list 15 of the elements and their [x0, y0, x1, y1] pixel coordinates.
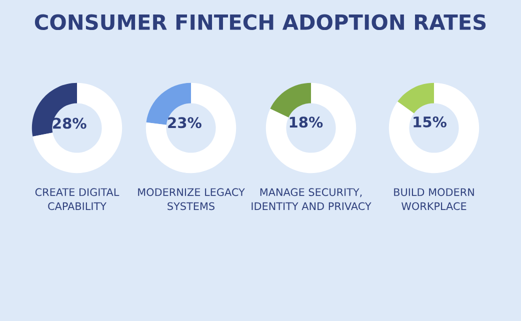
donut-slice	[398, 82, 434, 114]
text: MODERNIZE LEGACY SYSTEMS	[138, 188, 245, 210]
donut-slice	[266, 82, 356, 174]
text: CREATE DIGITAL CAPABILITY	[35, 188, 120, 210]
data-label: 28%	[53, 118, 86, 129]
text: BUILD MODERN WORKPLACE	[394, 188, 474, 210]
text: MANAGE SECURITY, IDENTITY AND PRIVACY	[252, 188, 372, 210]
text: CONSUMER FINTECH ADOPTION RATES	[34, 14, 486, 30]
data-label: 23%	[168, 117, 202, 128]
donut-slice	[32, 82, 122, 174]
donut-slice	[388, 82, 480, 174]
donut-slice	[270, 82, 311, 118]
data-label: 15%	[414, 116, 446, 128]
data-label: 18%	[290, 116, 323, 128]
donut-slice	[146, 82, 236, 174]
